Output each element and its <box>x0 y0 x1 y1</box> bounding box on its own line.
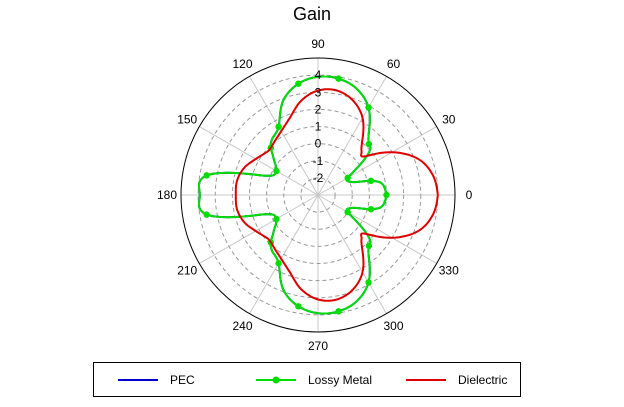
angle-tick-label: 120 <box>232 57 252 71</box>
angle-tick-label: 30 <box>442 113 456 127</box>
ring--1 <box>283 160 353 230</box>
ring-2 <box>231 108 405 282</box>
legend: PEC Lossy Metal Dielectric <box>93 362 521 397</box>
angle-tick-label: 300 <box>383 319 403 333</box>
series-line <box>234 88 439 302</box>
data-point <box>367 177 375 185</box>
data-point <box>275 260 282 267</box>
radial-tick-label: 1 <box>315 120 322 134</box>
outer-circle <box>180 57 456 333</box>
legend-swatch <box>404 372 448 388</box>
polar-grid <box>180 57 456 333</box>
data-point <box>273 215 280 223</box>
angle-tick-label: 0 <box>466 188 473 202</box>
data-point <box>344 208 351 216</box>
legend-swatch <box>116 372 160 388</box>
ring-0 <box>266 143 370 247</box>
legend-swatch <box>254 372 298 388</box>
radial-tick-label: -1 <box>313 154 324 168</box>
legend-item: Dielectric <box>404 363 507 396</box>
data-point <box>344 174 351 182</box>
data-point <box>365 279 372 286</box>
data-point <box>203 172 210 179</box>
series-layer <box>198 75 439 315</box>
radial-tick-label: 4 <box>315 68 322 82</box>
data-point <box>203 211 210 218</box>
data-point <box>365 140 373 148</box>
angle-tick-label: 180 <box>157 188 177 202</box>
series-dielectric <box>234 88 439 302</box>
legend-label: Dielectric <box>458 372 508 387</box>
data-point <box>365 104 372 111</box>
data-point <box>335 75 342 82</box>
data-point <box>275 123 282 130</box>
radial-tick-label: 2 <box>315 102 322 116</box>
data-point <box>335 308 342 315</box>
angle-tick-label: 240 <box>232 319 252 333</box>
angle-tick-label: 210 <box>177 264 197 278</box>
data-point <box>383 191 390 199</box>
angle-tick-label: 60 <box>387 57 401 71</box>
spoke-120 <box>249 76 319 196</box>
angle-tick-label: 150 <box>177 113 197 127</box>
angle-tick-label: 270 <box>308 339 328 353</box>
radial-tick-label: 3 <box>315 85 322 99</box>
series-line <box>198 75 388 315</box>
data-point <box>295 303 302 310</box>
polar-chart: Gain 0306090120150180210240270300330-2-1… <box>157 4 473 353</box>
chart-title: Gain <box>293 4 331 24</box>
legend-label: Lossy Metal <box>308 372 373 387</box>
angle-tick-label: 90 <box>311 37 325 51</box>
radial-tick-label: 0 <box>315 137 322 151</box>
axis-labels: 0 30 60 90 120 150 180 210 240 270 300 330 -2 -1 0 1 2 3 4 <box>157 37 473 353</box>
spoke-150 <box>199 126 319 196</box>
angle-tick-label: 330 <box>439 264 459 278</box>
legend-item: Lossy Metal <box>254 363 372 396</box>
data-point <box>367 205 375 213</box>
data-point <box>365 242 373 250</box>
series-lossy-metal <box>198 75 390 315</box>
ring-3 <box>214 91 422 299</box>
legend-item: PEC <box>116 363 195 396</box>
legend-label: PEC <box>170 372 195 387</box>
data-point <box>295 80 302 87</box>
ring--2 <box>300 177 336 213</box>
radial-tick-label: -2 <box>313 171 324 185</box>
data-point <box>273 167 280 175</box>
